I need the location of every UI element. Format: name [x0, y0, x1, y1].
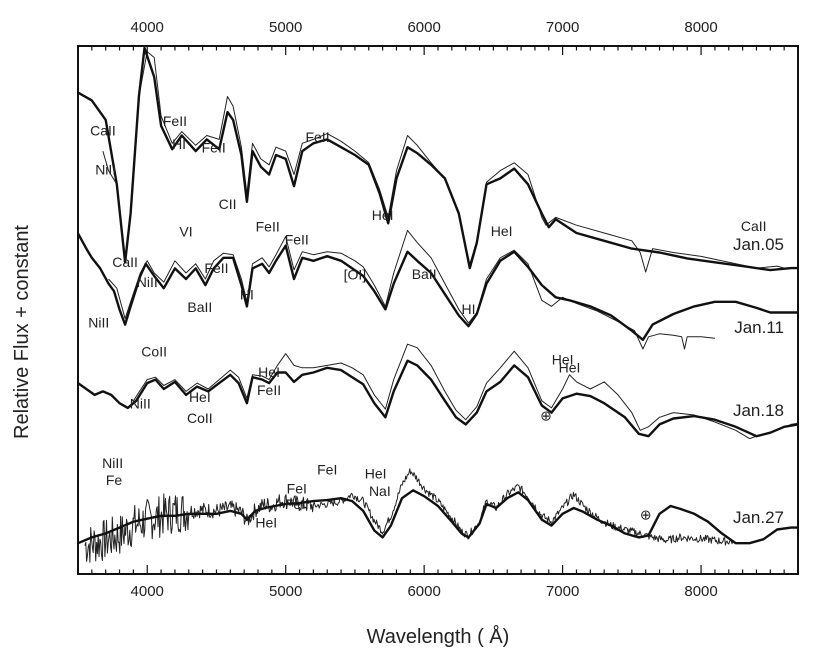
- observed-spectrum-line: [132, 343, 799, 440]
- line-annotation: FeII: [256, 219, 280, 235]
- spectrum-date-label: Jan.27: [733, 508, 784, 527]
- x-tick-label-bottom: 5000: [269, 583, 302, 600]
- line-annotation: HeI: [258, 364, 280, 380]
- line-annotation: FeII: [204, 260, 228, 276]
- spectrum-date-label: Jan.05: [733, 235, 784, 254]
- line-annotation: FeII: [257, 382, 281, 398]
- model-spectrum-line: [76, 232, 798, 341]
- x-tick-label-top: 4000: [131, 19, 164, 36]
- observed-spectrum-line: [84, 468, 734, 563]
- x-axis-label: Wavelength ( Å): [367, 625, 510, 648]
- observed-spectrum-line: [108, 229, 715, 350]
- telluric-marker: ⊕: [540, 408, 552, 424]
- spectrum-date-label: Jan.11: [734, 318, 784, 337]
- y-axis-label: Relative Flux + constant: [11, 225, 33, 439]
- x-tick-label-bottom: 8000: [684, 583, 717, 600]
- date-labels: Jan.05 Jan.11 Jan.18 Jan.27: [733, 235, 784, 527]
- line-annotation: BaII: [412, 266, 437, 282]
- x-tick-label-bottom: 6000: [407, 583, 440, 600]
- spectrum-date-label: Jan.18: [733, 401, 784, 420]
- line-annotation: CaII: [741, 218, 767, 234]
- line-annotation: FeII: [305, 129, 329, 145]
- line-annotation: HI: [172, 136, 186, 152]
- line-annotation: CII: [219, 196, 237, 212]
- line-annotation: HI: [240, 286, 254, 302]
- line-annotation: NiII: [95, 162, 116, 178]
- line-annotation: NiII: [137, 274, 158, 290]
- line-annotation: HeI: [372, 207, 394, 223]
- line-annotation: NiII: [102, 455, 123, 471]
- spectra-curves: [76, 46, 799, 563]
- line-annotation: NaI: [369, 483, 391, 499]
- line-annotation: HeI: [365, 466, 387, 482]
- line-annotation: CaII: [112, 254, 138, 270]
- line-annotation: VI: [179, 223, 192, 239]
- line-annotation: HeI: [189, 389, 211, 405]
- line-annotation: HeI: [255, 514, 277, 530]
- line-annotation: CoII: [187, 410, 213, 426]
- x-tick-label-top: 7000: [546, 19, 579, 36]
- line-annotation: HeI: [559, 359, 581, 375]
- x-tick-label-top: 6000: [407, 19, 440, 36]
- line-annotation: NiII: [130, 395, 151, 411]
- line-annotation: Fe: [106, 472, 123, 488]
- model-spectrum-line: [77, 46, 798, 272]
- line-annotation: FeII: [285, 496, 309, 512]
- x-tick-label-bottom: 4000: [131, 583, 164, 600]
- x-tick-label-top: 5000: [269, 19, 302, 36]
- axis-ticks: 4000 4000 5000 5000 6000 6000 7000 7000 8000 8000: [91, 19, 785, 600]
- line-annotation: HeI: [552, 351, 574, 367]
- line-annotation: CaII: [90, 123, 116, 139]
- line-annotation: FeII: [285, 232, 309, 248]
- x-tick-label-top: 8000: [684, 19, 717, 36]
- line-annotation: CoII: [141, 344, 167, 360]
- telluric-marker: ⊕: [640, 507, 652, 523]
- line-annotation: BaII: [187, 299, 212, 315]
- line-annotation: HeI: [491, 223, 513, 239]
- line-annotation: FeII: [202, 140, 226, 156]
- model-spectrum-line: [77, 489, 798, 545]
- x-tick-label-bottom: 7000: [546, 583, 579, 600]
- line-annotation: FeI: [287, 480, 307, 496]
- line-annotation: [OI]: [344, 266, 367, 282]
- line-annotation: FeII: [163, 113, 187, 129]
- model-spectrum-line: [77, 359, 799, 438]
- line-annotation: NiII: [88, 314, 109, 330]
- line-annotation: FeI: [317, 462, 337, 478]
- observed-spectrum-line: [102, 51, 798, 273]
- line-annotation: HI: [461, 301, 475, 317]
